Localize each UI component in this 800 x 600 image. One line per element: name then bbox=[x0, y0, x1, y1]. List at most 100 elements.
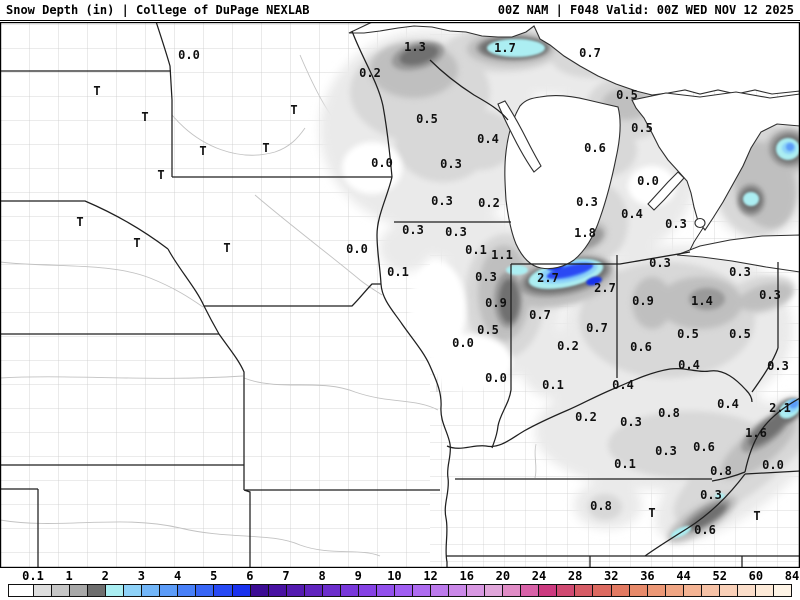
snow-depth-value: 0.3 bbox=[729, 265, 751, 279]
snow-depth-value: 0.3 bbox=[431, 194, 453, 208]
snow-depth-value: 1.4 bbox=[691, 294, 713, 308]
colorbar-cell bbox=[106, 585, 125, 596]
colorbar-cell bbox=[737, 585, 756, 596]
colorbar-cell bbox=[304, 585, 323, 596]
colorbar-cell bbox=[467, 585, 486, 596]
colorbar-cell bbox=[503, 585, 522, 596]
colorbar-cell bbox=[196, 585, 215, 596]
colorbar-cell bbox=[629, 585, 648, 596]
product-title: Snow Depth (in) | College of DuPage NEXL… bbox=[6, 3, 310, 17]
snow-depth-value: 0.1 bbox=[465, 243, 487, 257]
colorbar-tick-label: 20 bbox=[495, 569, 511, 583]
colorbar-cell bbox=[160, 585, 179, 596]
colorbar-cell bbox=[88, 585, 107, 596]
snow-depth-value: 0.3 bbox=[665, 217, 687, 231]
colorbar-cell bbox=[376, 585, 395, 596]
colorbar-cell bbox=[52, 585, 71, 596]
colorbar-cell bbox=[449, 585, 468, 596]
snow-depth-value: 0.2 bbox=[359, 66, 381, 80]
snow-depth-value: 0.2 bbox=[557, 339, 579, 353]
colorbar-tick-label: 0.1 bbox=[22, 569, 44, 583]
colorbar-tick-label: 1 bbox=[65, 569, 73, 583]
colorbar-cell bbox=[521, 585, 540, 596]
snow-depth-value: 0.8 bbox=[710, 464, 732, 478]
colorbar-tick-label: 24 bbox=[531, 569, 547, 583]
colorbar-cell bbox=[539, 585, 558, 596]
title-bar: Snow Depth (in) | College of DuPage NEXL… bbox=[0, 0, 800, 21]
snow-depth-value: 0.5 bbox=[677, 327, 699, 341]
model-valid-time: 00Z NAM | F048 Valid: 00Z WED NOV 12 202… bbox=[497, 3, 794, 17]
snow-depth-value: 0.0 bbox=[637, 174, 659, 188]
colorbar-tick-label: 4 bbox=[173, 569, 182, 583]
colorbar-cell bbox=[70, 585, 89, 596]
colorbar-tick-label: 9 bbox=[354, 569, 362, 583]
snow-depth-value: 0.7 bbox=[579, 46, 601, 60]
snow-depth-value: 0.3 bbox=[655, 444, 677, 458]
snow-depth-value: 0.0 bbox=[762, 458, 784, 472]
snow-depth-value: 0.3 bbox=[445, 225, 467, 239]
colorbar-cell bbox=[9, 585, 34, 596]
snow-depth-value: T bbox=[133, 236, 140, 250]
snow-depth-value: 0.8 bbox=[590, 499, 612, 513]
map-area: 0.0 T T T T T T T T T 0.0 0.0 0.1 0.0 0.0 1.3 1.7 0.7 0.2 0… bbox=[0, 22, 800, 568]
colorbar-cell bbox=[683, 585, 702, 596]
snow-depth-value: 0.4 bbox=[477, 132, 499, 146]
snow-depth-value: T bbox=[157, 168, 164, 182]
colorbar-cell bbox=[431, 585, 450, 596]
lake-michigan bbox=[504, 95, 621, 270]
state-borders bbox=[0, 22, 800, 567]
snow-depth-value: 0.5 bbox=[477, 323, 499, 337]
snow-depth-value: T bbox=[262, 141, 269, 155]
snow-depth-map: 0.0 T T T T T T T T T 0.0 0.0 0.1 0.0 0.0 1.3 1.7 0.7 0.2 0… bbox=[0, 22, 800, 568]
colorbar-tick-label: 84 bbox=[784, 569, 800, 583]
snow-depth-value: 2.1 bbox=[769, 401, 791, 415]
snow-depth-value: T bbox=[199, 144, 206, 158]
colorbar-cell bbox=[575, 585, 594, 596]
colorbar-cell bbox=[755, 585, 774, 596]
colorbar-cell bbox=[268, 585, 287, 596]
colorbar-cell bbox=[322, 585, 341, 596]
colorbar-tick-label: 2 bbox=[101, 569, 109, 583]
snow-depth-value: 0.8 bbox=[658, 406, 680, 420]
colorbar-cell bbox=[485, 585, 504, 596]
colorbar-cell bbox=[358, 585, 377, 596]
map-frame bbox=[0, 22, 800, 568]
snow-depth-value: 0.3 bbox=[576, 195, 598, 209]
colorbar-cell bbox=[178, 585, 197, 596]
colorbar-cell bbox=[232, 585, 251, 596]
snow-depth-value: 0.3 bbox=[440, 157, 462, 171]
lake-erie bbox=[676, 234, 800, 273]
snow-depth-value: 1.3 bbox=[404, 40, 426, 54]
snow-depth-value: T bbox=[93, 84, 100, 98]
snow-depth-value: 0.1 bbox=[387, 265, 409, 279]
colorbar-tick-label: 16 bbox=[459, 569, 474, 583]
value-labels: 0.0 T T T T T T T T T 0.0 0.0 0.1 0.0 0.0 1.3 1.7 0.7 0.2 0… bbox=[76, 40, 790, 537]
snow-depth-value: 0.0 bbox=[485, 371, 507, 385]
snow-depth-value: 0.6 bbox=[630, 340, 652, 354]
snow-depth-value: 0.4 bbox=[717, 397, 739, 411]
lake-superior bbox=[348, 22, 800, 96]
snow-depth-value: 0.4 bbox=[612, 378, 634, 392]
snow-depth-value: 0.3 bbox=[620, 415, 642, 429]
snow-depth-value: 0.2 bbox=[478, 196, 500, 210]
snow-depth-value: 0.2 bbox=[575, 410, 597, 424]
lake-st-clair bbox=[694, 217, 706, 229]
snow-depth-value: 0.5 bbox=[631, 121, 653, 135]
great-lakes bbox=[348, 22, 800, 273]
colorbar: 0.1 1 2 3 4 5 6 7 8 9 10 12 16 20 24 28 32 36 44 52 60 84 bbox=[0, 568, 800, 600]
colorbar-cell bbox=[665, 585, 684, 596]
snow-depth-value: 1.6 bbox=[745, 426, 767, 440]
lake-huron bbox=[631, 91, 800, 231]
colorbar-cell bbox=[394, 585, 413, 596]
colorbar-cell bbox=[593, 585, 612, 596]
snow-depth-value: T bbox=[290, 103, 297, 117]
snow-depth-value: T bbox=[648, 506, 655, 520]
snow-depth-value: T bbox=[141, 110, 148, 124]
colorbar-cell bbox=[611, 585, 630, 596]
snow-depth-value: 0.3 bbox=[402, 223, 424, 237]
snow-depth-value: 1.1 bbox=[491, 248, 513, 262]
colorbar-tick-label: 28 bbox=[567, 569, 583, 583]
snow-depth-value: 0.3 bbox=[700, 488, 722, 502]
snow-depth-value: 2.7 bbox=[537, 271, 559, 285]
snow-depth-value: T bbox=[223, 241, 230, 255]
